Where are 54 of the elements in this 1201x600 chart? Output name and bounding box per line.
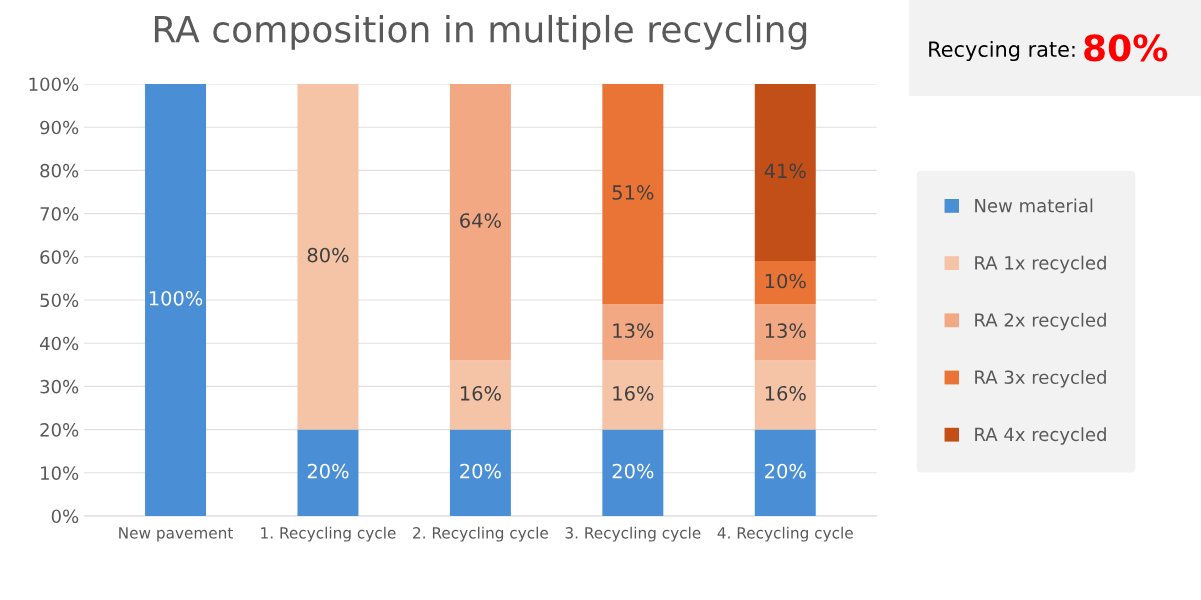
bar [297,84,359,430]
y-tick-label: 60% [40,250,79,264]
data-label: 10% [765,273,806,289]
y-tick-label: 100% [29,77,79,92]
bar [602,360,664,430]
y-tick-label: 30% [40,379,79,394]
legend-label: RA 3x recycled [975,370,1106,388]
legend-label: RA 2x recycled [975,312,1106,331]
bar [602,304,664,361]
x-tick-label: 2. Recycling cycle [413,526,548,542]
data-label: 20% [612,463,654,479]
data-label: 20% [460,463,501,479]
data-label: 13% [765,323,806,339]
x-tick-label: 4. Recycling cycle [717,526,853,542]
data-label: 20% [765,463,806,479]
legend-label: RA 4x recycled [975,427,1106,445]
y-tick-label: 80% [40,163,79,178]
data-label: 16% [613,385,654,401]
bar [754,429,816,516]
bar [449,84,511,361]
bar [449,429,511,516]
data-label: 51% [612,185,654,200]
bar [145,84,207,516]
data-label: 13% [613,323,654,339]
y-tick-label: 70% [40,207,79,221]
bar [449,360,511,430]
y-tick-label: 10% [41,466,79,480]
legend-label: New material [975,198,1093,213]
bar [754,261,816,305]
bar [754,84,816,262]
bar [602,429,664,516]
x-tick-label: 3. Recycling cycle [565,526,701,542]
y-tick-label: 20% [40,423,79,437]
chart-title: RA composition in multiple recycling [154,14,807,50]
data-label: 20% [307,463,349,479]
legend-label: RA 1x recycled [975,255,1106,274]
data-label: 41% [764,163,806,179]
bar [754,304,816,361]
data-label: 64% [460,213,501,228]
x-tick-label: New pavement [119,527,233,542]
data-label: 16% [765,385,806,401]
text: Recycing rate: [929,40,1075,62]
y-tick-label: 90% [40,120,79,135]
y-tick-label: 50% [40,293,79,308]
y-tick-label: 40% [39,336,79,351]
text: 80% [1084,34,1168,62]
data-label: 80% [307,247,349,263]
bar [602,84,664,305]
bar [297,429,359,516]
y-tick-label: 0% [51,509,79,524]
bar [754,360,816,430]
data-label: 100% [149,290,203,306]
data-label: 16% [460,385,501,401]
x-tick-label: 1. Recycling cycle [261,526,396,542]
